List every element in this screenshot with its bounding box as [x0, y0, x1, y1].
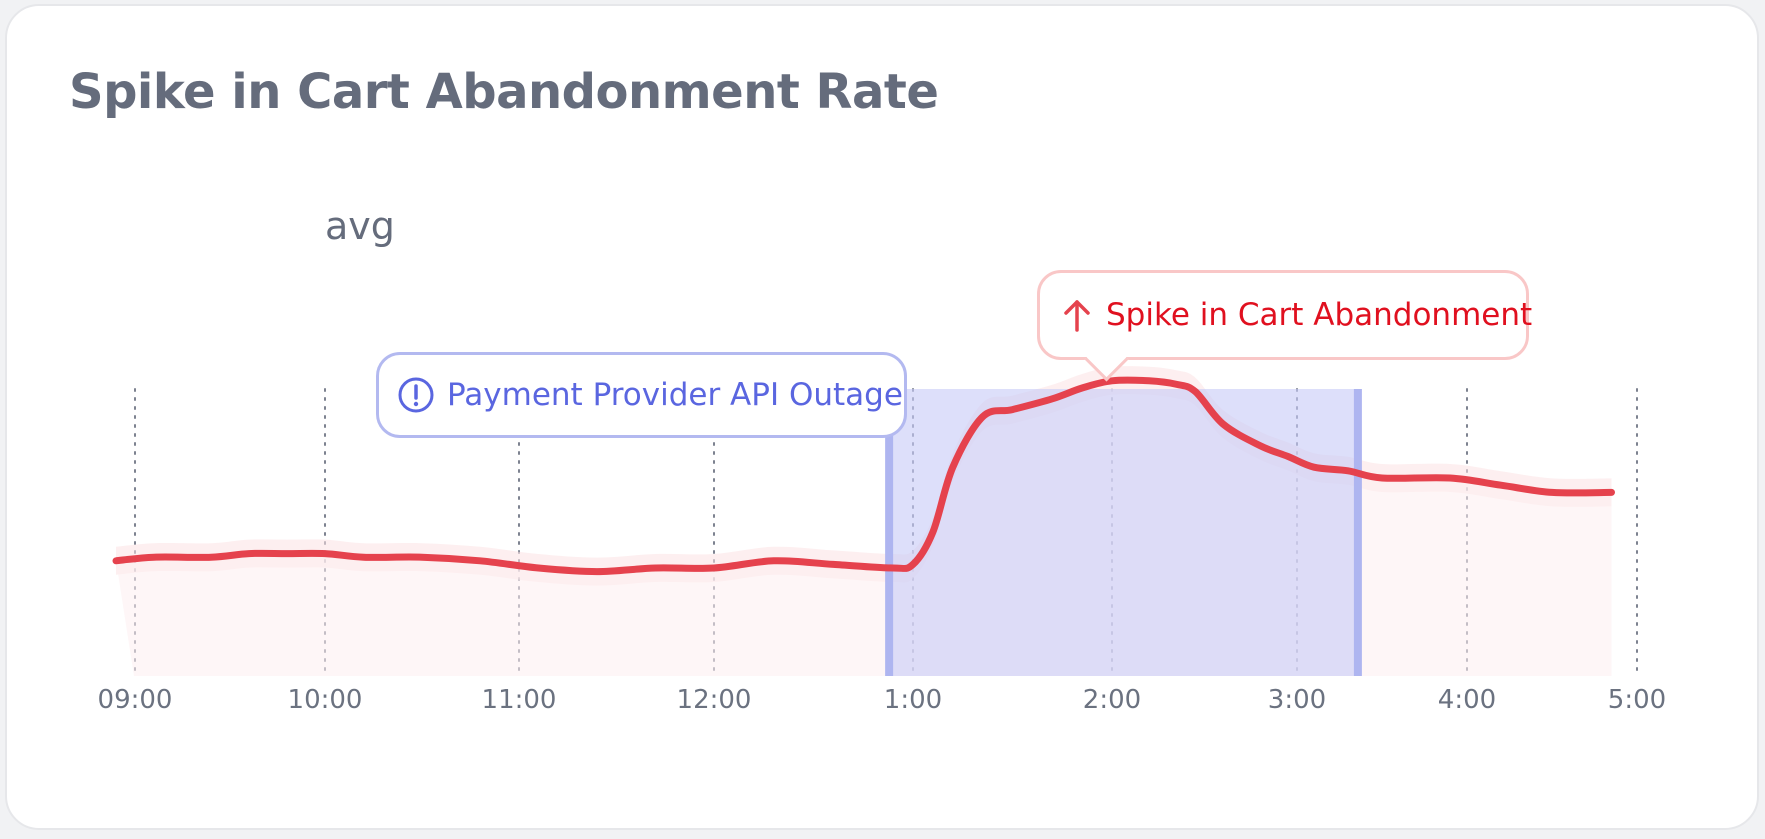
- line-chart: 09:00 10:00 11:00 12:00 1:00 2:00 3:00 4:00 5:00: [98, 366, 1667, 715]
- x-tick-label: 2:00: [1083, 685, 1141, 715]
- x-tick-label: 09:00: [98, 685, 173, 715]
- alert-circle-icon: [397, 376, 435, 414]
- chart-card: Spike in Cart Abandonment Rate avg 09:00…: [5, 4, 1759, 830]
- incident-window: [887, 389, 1360, 676]
- outage-callout[interactable]: Payment Provider API Outage: [376, 352, 907, 438]
- tick-layer: 09:00 10:00 11:00 12:00 1:00 2:00 3:00 4:00 5:00: [98, 685, 1667, 715]
- spike-callout[interactable]: Spike in Cart Abandonment: [1037, 270, 1533, 382]
- chart-title: Spike in Cart Abandonment Rate: [69, 64, 939, 120]
- line-layer: [112, 376, 1615, 576]
- series-label: avg: [325, 204, 395, 248]
- x-tick-label: 3:00: [1268, 685, 1326, 715]
- series-line-avg: [112, 376, 1615, 576]
- x-tick-label: 12:00: [677, 685, 752, 715]
- x-tick-label: 4:00: [1438, 685, 1496, 715]
- x-tick-label: 5:00: [1608, 685, 1666, 715]
- x-tick-label: 1:00: [884, 685, 942, 715]
- x-tick-label: 10:00: [288, 685, 363, 715]
- outage-label: Payment Provider API Outage: [447, 377, 903, 413]
- incident-window-end-edge: [1353, 389, 1362, 676]
- arrow-up-icon: [1060, 296, 1094, 334]
- incident-window-start-edge: [885, 389, 894, 676]
- spike-label: Spike in Cart Abandonment: [1106, 297, 1533, 333]
- highlight-layer: [885, 389, 1362, 676]
- x-tick-label: 11:00: [482, 685, 557, 715]
